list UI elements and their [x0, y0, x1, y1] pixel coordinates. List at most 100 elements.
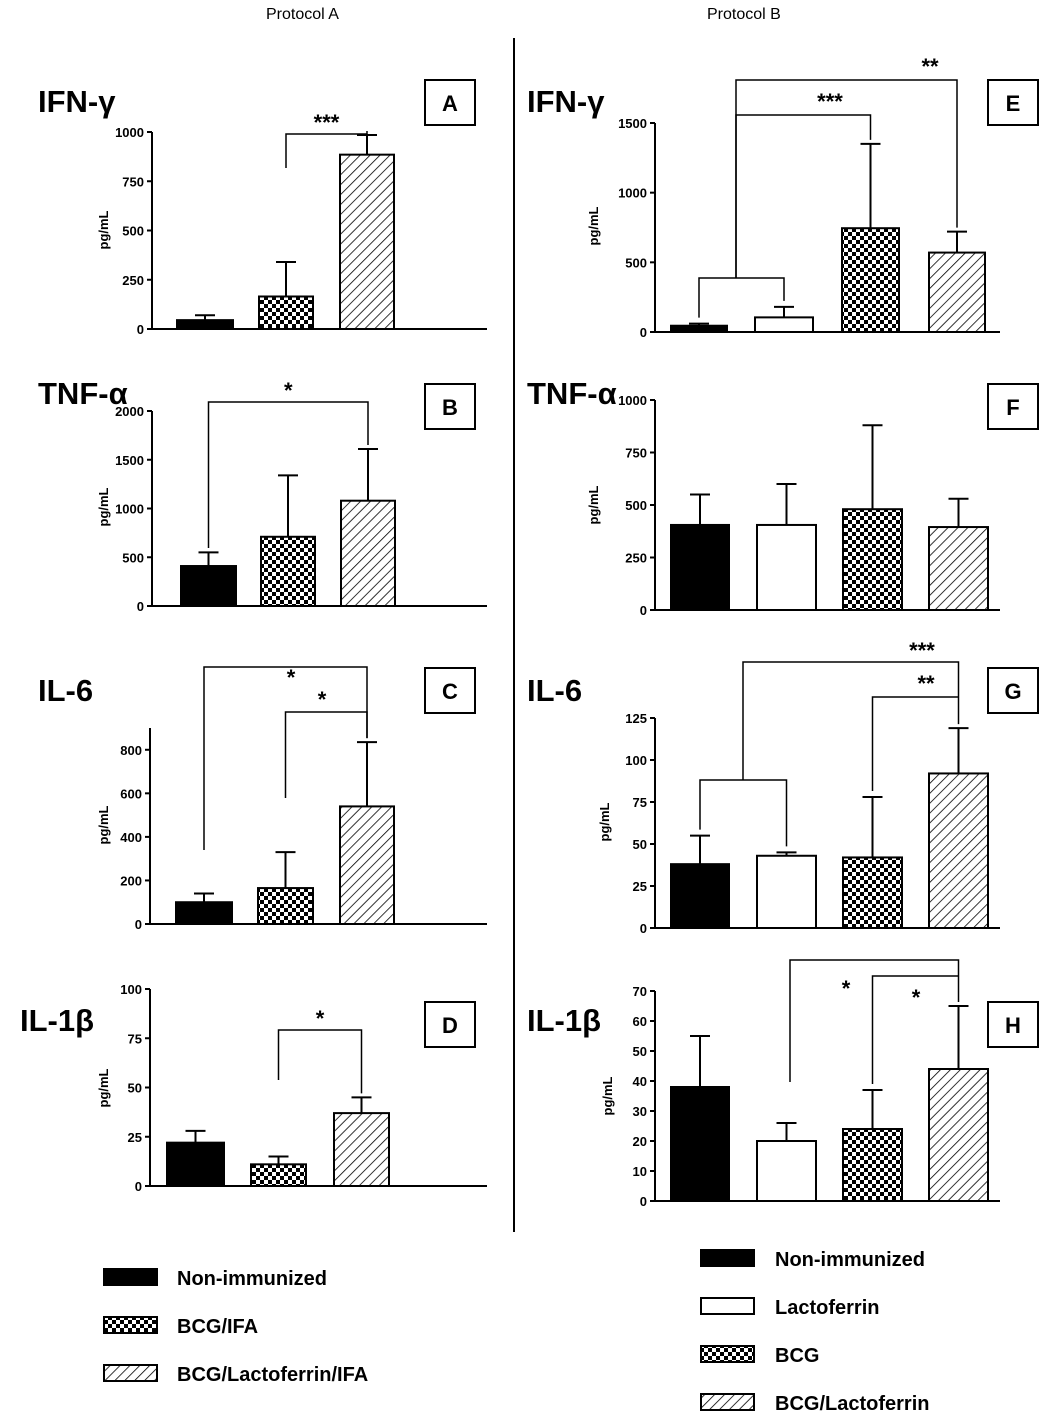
y-tick-label: 0 — [137, 322, 144, 337]
bar-lactoferrin — [754, 316, 814, 333]
y-tick-label: 50 — [633, 1044, 647, 1059]
legend-label: Non-immunized — [775, 1249, 925, 1271]
panel-letter: F — [1006, 395, 1019, 420]
y-tick-label: 800 — [120, 743, 142, 758]
cytokine-title: TNF-α — [527, 376, 617, 411]
panel-letter-box — [424, 79, 476, 126]
y-tick-label: 75 — [633, 795, 647, 810]
significance-label: * — [842, 976, 851, 1001]
y-tick-label: 0 — [640, 325, 647, 340]
legend-swatch — [103, 1316, 158, 1334]
significance-label: ** — [921, 54, 939, 79]
panel-letter-box — [987, 383, 1039, 430]
legend-label: BCG/Lactoferrin/IFA — [177, 1364, 368, 1386]
bar-bcg-lactoferrin-ifa — [339, 153, 395, 330]
y-axis-label: pg/mL — [597, 802, 612, 841]
y-tick-label: 75 — [128, 1031, 142, 1046]
y-tick-label: 50 — [633, 837, 647, 852]
legend-swatch — [700, 1297, 755, 1315]
panel-a: IFN-γ A 0 250 500 750 1000 pg/mL *** — [38, 79, 487, 337]
significance-bracket — [277, 1029, 363, 1094]
bar-bcg — [842, 508, 903, 612]
panel-letter: B — [442, 395, 458, 420]
bar-non-immunized — [670, 863, 730, 929]
cytokine-title: IFN-γ — [527, 84, 605, 119]
panel-letter: H — [1005, 1013, 1021, 1038]
bar-bcg-lactoferrin — [928, 772, 989, 929]
cytokine-title: TNF-α — [38, 376, 128, 411]
y-tick-label: 2000 — [115, 404, 144, 419]
y-tick-label: 30 — [633, 1104, 647, 1119]
bar-bcg-ifa — [250, 1163, 307, 1187]
y-tick-label: 70 — [633, 984, 647, 999]
panel-c: IL-6 C 0 200 400 600 800 pg/mL * * — [38, 665, 487, 932]
y-axis-label: pg/mL — [586, 485, 601, 524]
bar-lactoferrin — [756, 523, 817, 612]
panel-letter: C — [442, 679, 458, 704]
group-bracket — [698, 277, 785, 318]
cytokine-title: IFN-γ — [38, 84, 116, 119]
bar-lactoferrin — [756, 1140, 817, 1202]
panel-letter: A — [442, 91, 458, 116]
panel-f: TNF-α F 0 250 500 750 1000 pg/mL — [527, 376, 1039, 618]
significance-label: * — [287, 665, 296, 690]
cytokine-title: IL-6 — [527, 673, 582, 708]
y-tick-label: 20 — [633, 1134, 647, 1149]
legend-protocol-a: Non-immunized BCG/IFA BCG/Lactoferrin/IFA — [103, 1268, 368, 1386]
panel-letter: G — [1004, 679, 1021, 704]
y-tick-label: 1000 — [618, 186, 647, 201]
panel-d: IL-1β D 0 25 50 75 100 pg/mL * — [20, 982, 487, 1194]
y-axis-label: pg/mL — [96, 210, 111, 249]
protocol-b-header: Protocol B — [707, 6, 781, 23]
bar-bcg — [841, 227, 900, 334]
bar-bcg — [842, 856, 903, 929]
y-tick-label: 0 — [640, 921, 647, 936]
bar-non-immunized — [180, 565, 237, 608]
significance-label: * — [284, 378, 293, 403]
significance-label: * — [912, 985, 921, 1010]
y-tick-label: 0 — [135, 917, 142, 932]
bar-bcg-ifa — [257, 887, 314, 925]
legend-protocol-b: Non-immunized Lactoferrin BCG BCG/Lactoferr… — [700, 1249, 929, 1415]
panel-letter-box — [987, 1001, 1039, 1048]
y-tick-label: 250 — [625, 551, 647, 566]
y-tick-label: 25 — [128, 1130, 142, 1145]
y-tick-label: 100 — [120, 982, 142, 997]
legend-label: BCG/IFA — [177, 1316, 258, 1338]
legend-label: BCG — [775, 1345, 819, 1367]
legend-label: Lactoferrin — [775, 1297, 879, 1319]
significance-bracket — [742, 661, 960, 780]
protocol-a-header: Protocol A — [266, 6, 339, 23]
y-tick-label: 600 — [120, 786, 142, 801]
cytokine-title: IL-6 — [38, 673, 93, 708]
y-tick-label: 500 — [625, 498, 647, 513]
panel-b: TNF-α B 0 500 1000 1500 2000 pg/mL * — [38, 376, 487, 614]
legend-label: BCG/Lactoferrin — [775, 1393, 929, 1415]
significance-label: *** — [817, 89, 843, 114]
y-tick-label: 25 — [633, 879, 647, 894]
y-tick-label: 500 — [122, 224, 144, 239]
significance-bracket — [284, 711, 368, 798]
panel-h: IL-1β H 0 10 20 30 40 50 60 70 pg/mL * * — [527, 959, 1039, 1209]
y-axis-label: pg/mL — [96, 487, 111, 526]
y-tick-label: 0 — [137, 599, 144, 614]
legend-swatch — [103, 1364, 158, 1382]
bar-bcg-lactoferrin — [928, 1068, 989, 1202]
cytokine-title: IL-1β — [20, 1003, 94, 1038]
y-tick-label: 1500 — [618, 116, 647, 131]
legend-swatch — [700, 1393, 755, 1411]
y-axis-label: pg/mL — [586, 206, 601, 245]
y-axis-label: pg/mL — [96, 1068, 111, 1107]
legend-label: Non-immunized — [177, 1268, 327, 1290]
y-tick-label: 500 — [625, 255, 647, 270]
bar-bcg-ifa — [260, 535, 316, 608]
y-tick-label: 200 — [120, 873, 142, 888]
panel-letter-box — [987, 667, 1039, 714]
y-tick-label: 0 — [640, 1194, 647, 1209]
y-tick-label: 100 — [625, 753, 647, 768]
significance-label: * — [316, 1006, 325, 1031]
y-tick-label: 60 — [633, 1014, 647, 1029]
